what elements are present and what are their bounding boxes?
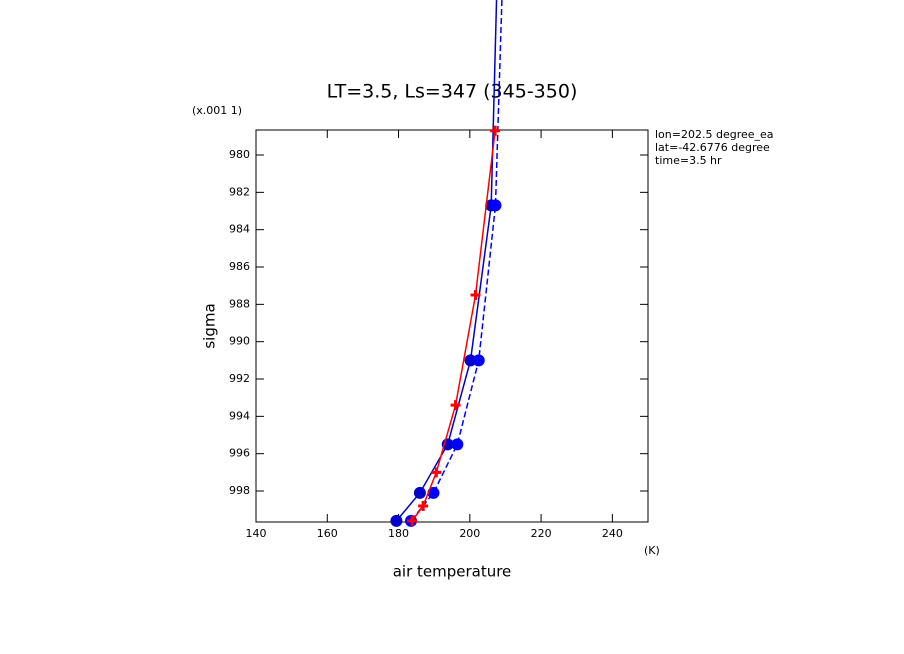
- y-tick-label: 980: [229, 148, 250, 161]
- point: [472, 354, 485, 367]
- point: [464, 354, 477, 367]
- y-tick-label: 984: [229, 223, 250, 236]
- x-tick-label: 140: [246, 527, 267, 540]
- y-units: (x.001 1): [192, 104, 242, 117]
- y-tick-label: 994: [229, 409, 250, 422]
- y-tick-label: 990: [229, 335, 250, 348]
- y-tick-label: 986: [229, 260, 250, 273]
- x-tick-label: 200: [459, 527, 480, 540]
- y-tick-label: 996: [229, 447, 250, 460]
- point: [413, 486, 426, 499]
- y-tick-label: 982: [229, 185, 250, 198]
- annotation: time=3.5 hr: [655, 154, 722, 167]
- point: [450, 400, 461, 411]
- series-line: [411, 130, 496, 522]
- point: [470, 290, 481, 301]
- x-units: (K): [644, 544, 660, 557]
- point: [418, 500, 429, 511]
- annotation: lat=-42.6776 degree: [655, 141, 770, 154]
- y-tick-label: 988: [229, 297, 250, 310]
- point: [407, 515, 418, 526]
- x-tick-label: 240: [602, 527, 623, 540]
- x-axis-label: air temperature: [393, 563, 512, 581]
- x-tick-label: 180: [388, 527, 409, 540]
- annotation: lon=202.5 degree_ea: [655, 128, 774, 141]
- point: [451, 438, 464, 451]
- point: [490, 125, 501, 136]
- y-tick-label: 998: [229, 484, 250, 497]
- point: [489, 199, 502, 212]
- x-tick-label: 220: [531, 527, 552, 540]
- y-tick-label: 992: [229, 372, 250, 385]
- chart-title: LT=3.5, Ls=347 (345-350): [327, 81, 578, 103]
- point: [427, 486, 440, 499]
- series-line: [395, 0, 498, 522]
- x-tick-label: 160: [317, 527, 338, 540]
- point: [390, 514, 403, 527]
- point: [431, 467, 442, 478]
- y-axis-label: sigma: [201, 303, 219, 348]
- plot-frame: [255, 129, 649, 523]
